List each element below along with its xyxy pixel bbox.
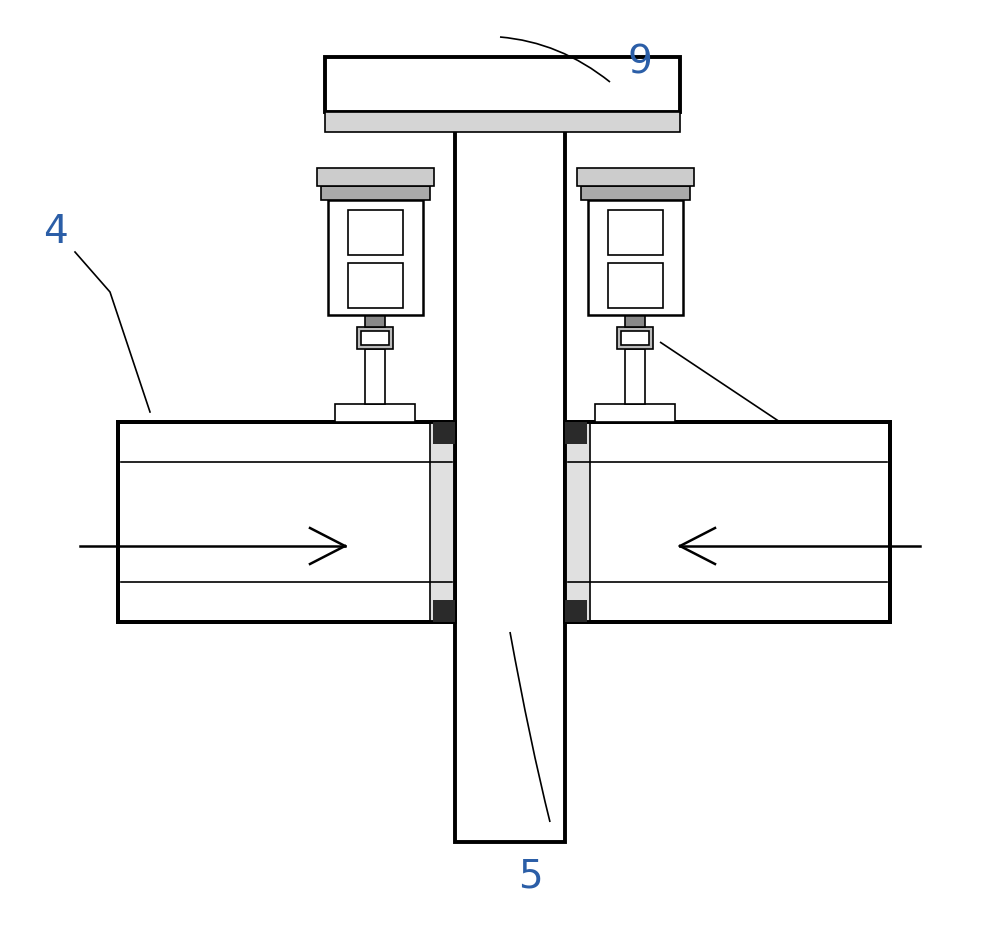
Bar <box>565 422 890 622</box>
Bar <box>328 200 422 315</box>
Text: 4: 4 <box>43 213 67 251</box>
Bar <box>576 168 694 186</box>
Bar <box>455 112 565 842</box>
Bar <box>118 422 455 444</box>
Text: 9: 9 <box>628 43 652 81</box>
Bar <box>608 263 662 308</box>
Bar <box>348 210 402 255</box>
Bar <box>565 422 890 444</box>
Bar <box>588 200 682 315</box>
Bar <box>361 331 389 345</box>
Bar <box>565 600 587 622</box>
Bar <box>565 444 890 457</box>
Bar <box>348 263 402 308</box>
Bar <box>625 349 645 404</box>
Bar <box>565 422 590 622</box>
Bar <box>118 422 455 622</box>
Bar <box>325 57 680 112</box>
Bar <box>565 600 890 622</box>
Bar <box>433 600 455 622</box>
Bar <box>595 404 675 422</box>
Text: 5: 5 <box>518 858 542 896</box>
Bar <box>316 168 434 186</box>
Bar <box>565 587 890 600</box>
Bar <box>365 349 385 404</box>
Bar <box>433 422 455 444</box>
Bar <box>118 587 455 600</box>
Bar <box>621 331 649 345</box>
Bar <box>430 422 455 622</box>
Bar <box>608 210 662 255</box>
Text: 10: 10 <box>835 423 885 461</box>
Bar <box>565 422 587 444</box>
Bar <box>365 315 385 327</box>
Bar <box>580 186 690 200</box>
Bar <box>118 600 455 622</box>
Bar <box>320 186 430 200</box>
Bar <box>325 112 680 132</box>
Bar <box>118 444 455 457</box>
Bar <box>335 404 415 422</box>
Bar <box>617 327 653 349</box>
Bar <box>118 422 455 622</box>
Bar <box>357 327 393 349</box>
Bar <box>565 422 890 622</box>
Bar <box>625 315 645 327</box>
